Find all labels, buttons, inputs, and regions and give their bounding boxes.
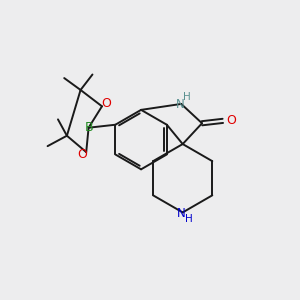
Text: H: H [183,92,190,101]
Text: O: O [101,98,111,110]
Text: B: B [84,121,93,134]
Text: O: O [226,114,236,128]
Text: H: H [185,214,193,224]
Text: O: O [77,148,87,161]
Text: N: N [176,98,185,111]
Text: N: N [177,206,186,220]
